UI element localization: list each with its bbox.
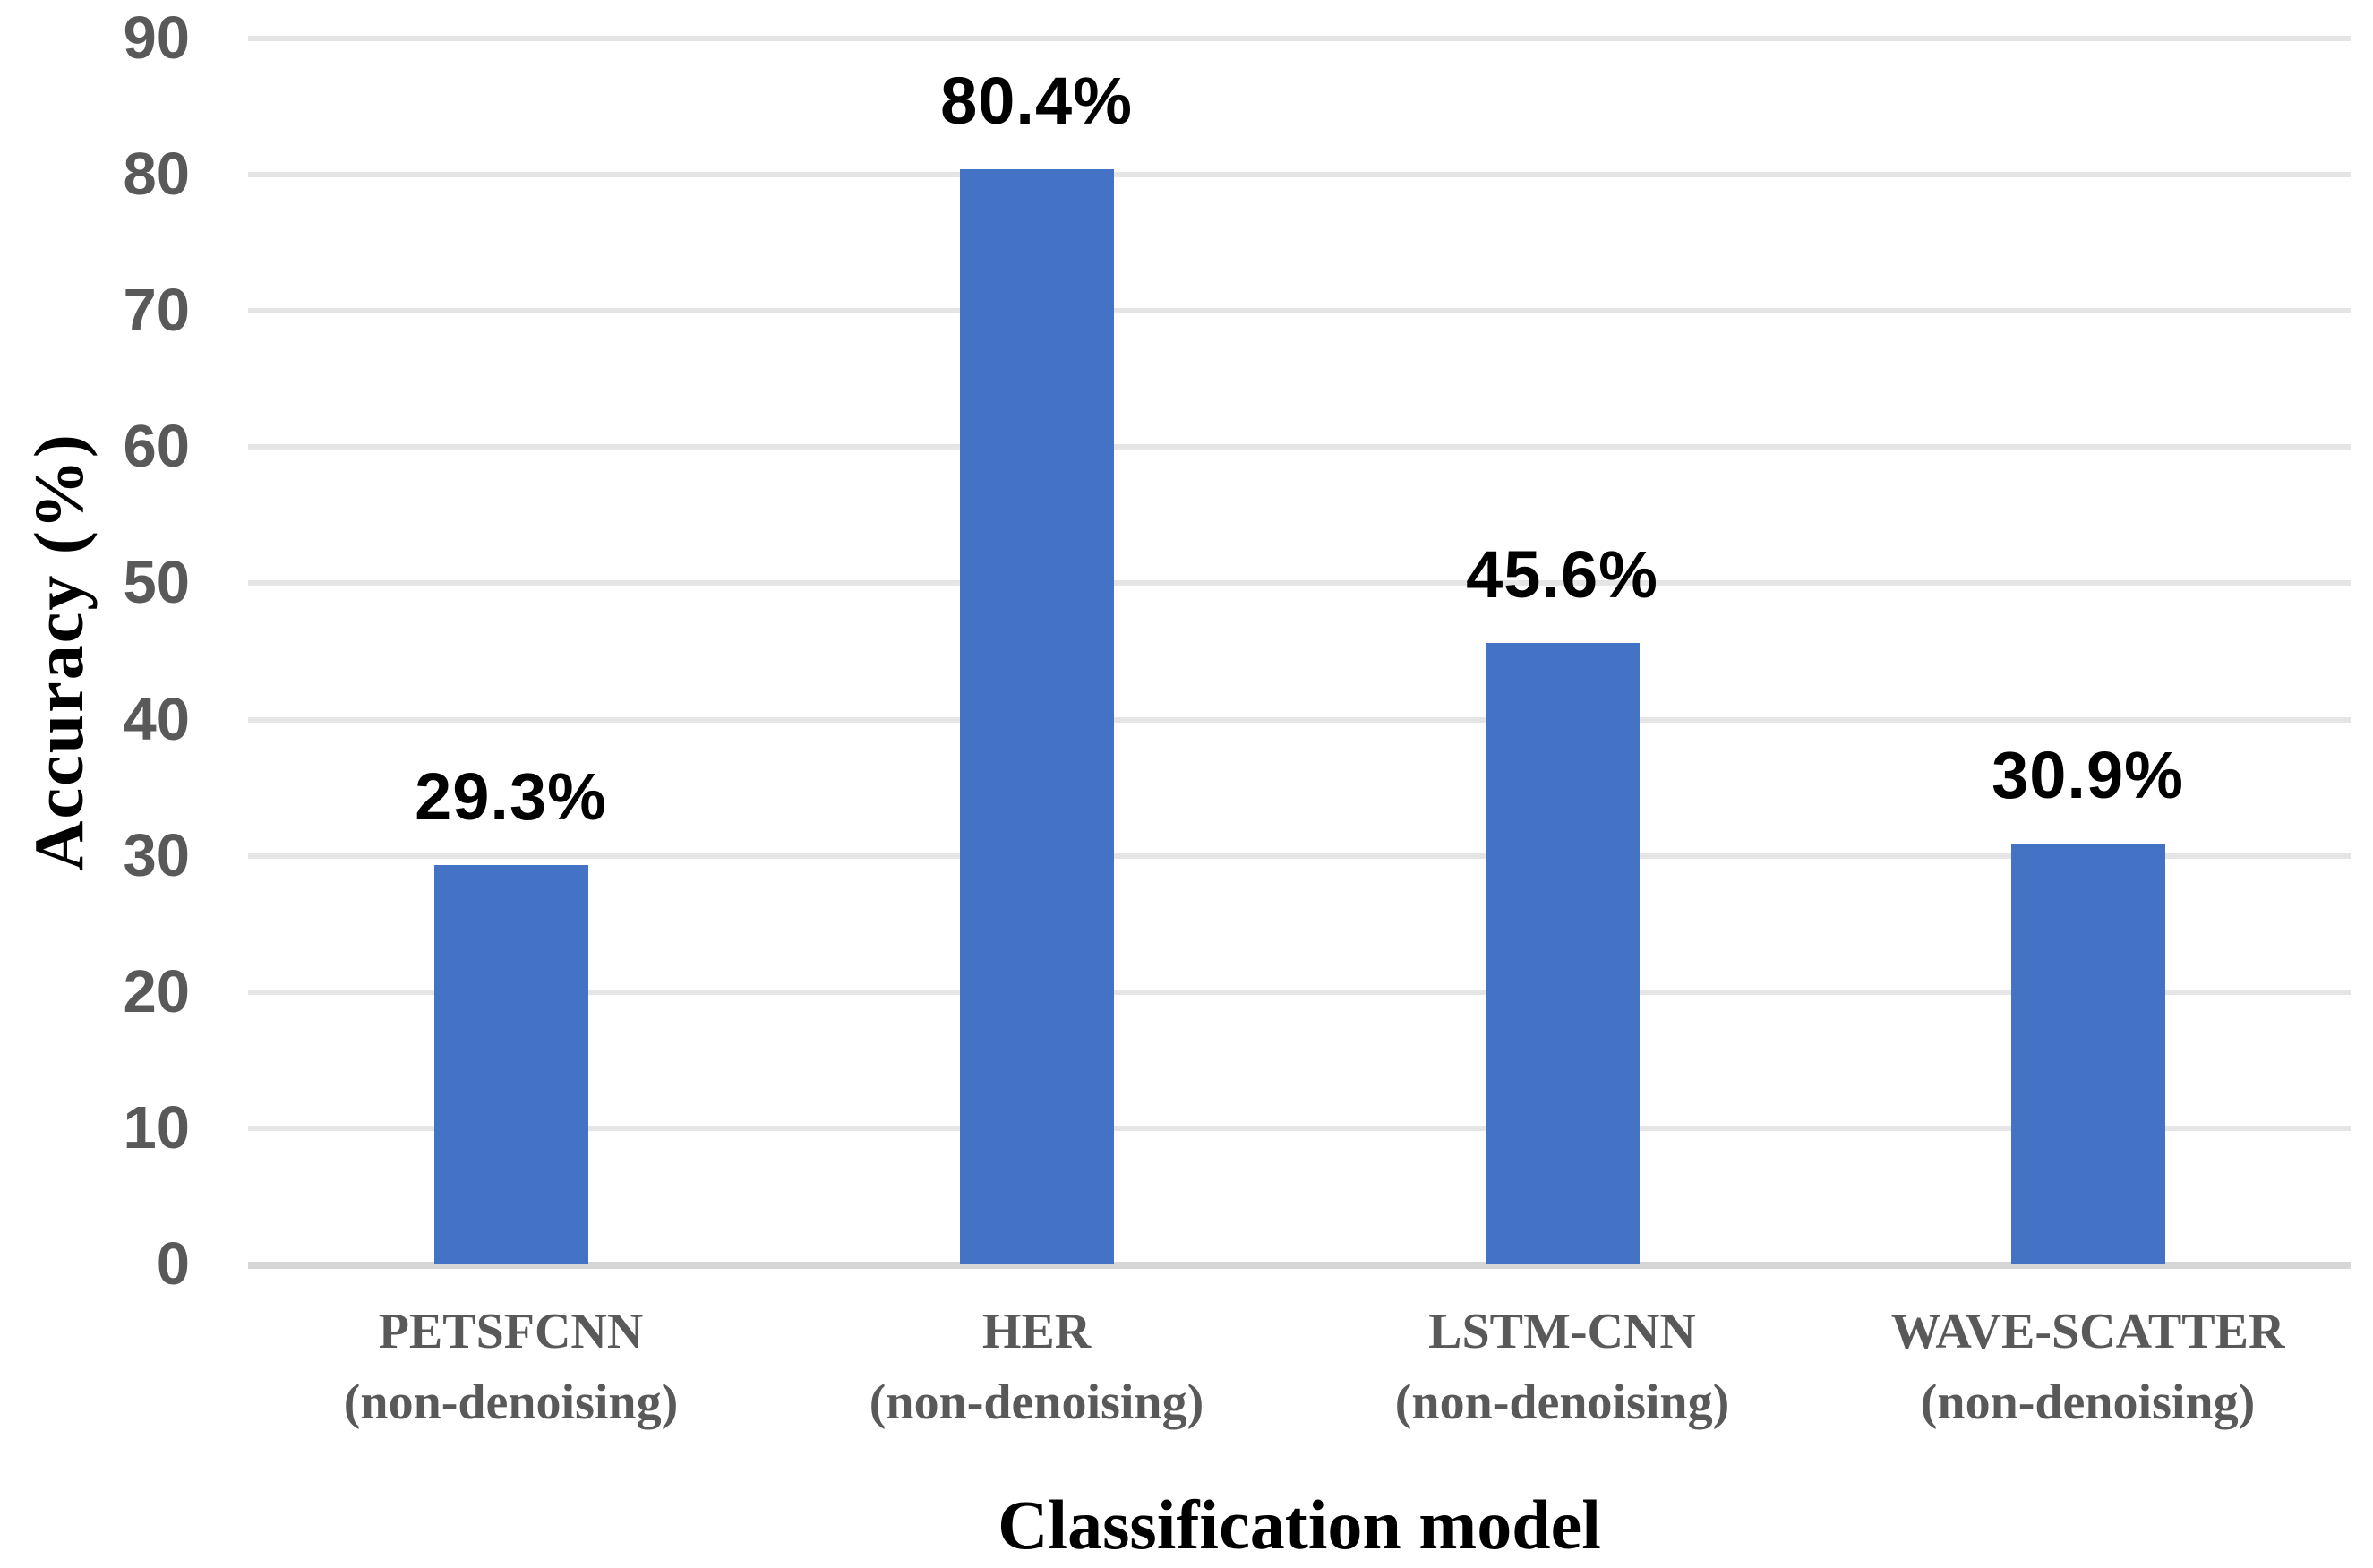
y-tick-label-20: 20 <box>123 957 190 1025</box>
value-label-wave-scatter: 30.9% <box>1992 737 2184 812</box>
x-category-name: LSTM-CNN <box>1428 1304 1696 1359</box>
bar-wave-scatter <box>2010 843 2165 1264</box>
x-axis-title: Classification model <box>998 1486 1601 1564</box>
x-category-subtitle: (non-denoising) <box>869 1375 1204 1430</box>
x-category-subtitle: (non-denoising) <box>1920 1375 2256 1430</box>
y-tick-label-30: 30 <box>123 821 190 889</box>
bar-lstm-cnn <box>1485 643 1640 1264</box>
y-axis-title-text: Accuracy (%) <box>20 432 99 871</box>
value-label-lstm-cnn: 45.6% <box>1466 537 1658 613</box>
x-category-label-lstm-cnn: LSTM-CNN (non-denoising) <box>1299 1297 1825 1438</box>
x-category-name: HER <box>981 1304 1092 1359</box>
y-tick-label-90: 90 <box>123 4 190 72</box>
x-category-name: PETSFCNN <box>378 1304 644 1359</box>
x-category-subtitle: (non-denoising) <box>343 1375 679 1430</box>
gridline <box>248 1125 2351 1131</box>
gridline <box>248 308 2351 314</box>
y-tick-label-50: 50 <box>123 549 190 617</box>
y-tick-label-40: 40 <box>123 685 190 753</box>
gridline <box>248 172 2351 178</box>
x-category-label-her: HER (non-denoising) <box>774 1297 1299 1438</box>
value-label-her: 80.4% <box>940 64 1133 139</box>
y-tick-label-0: 0 <box>156 1230 190 1298</box>
value-label-petsfcnn: 29.3% <box>415 759 607 835</box>
gridline <box>248 580 2351 587</box>
bar-her <box>959 169 1114 1264</box>
x-category-name: WAVE-SCATTER <box>1890 1304 2285 1359</box>
bar-petsfcnn <box>433 865 588 1264</box>
gridline <box>248 444 2351 450</box>
gridline <box>248 853 2351 859</box>
gridline <box>248 989 2351 995</box>
x-category-label-wave-scatter: WAVE-SCATTER (non-denoising) <box>1825 1297 2351 1438</box>
y-tick-label-80: 80 <box>123 141 190 209</box>
y-tick-label-10: 10 <box>123 1093 190 1161</box>
x-category-label-petsfcnn: PETSFCNN (non-denoising) <box>248 1297 774 1438</box>
x-category-subtitle: (non-denoising) <box>1394 1375 1730 1430</box>
x-axis-baseline <box>248 1262 2351 1269</box>
gridline <box>248 36 2351 41</box>
y-axis-title: Accuracy (%) <box>5 39 113 1264</box>
gridline <box>248 716 2351 723</box>
y-tick-label-60: 60 <box>123 413 190 481</box>
y-tick-label-70: 70 <box>123 277 190 345</box>
